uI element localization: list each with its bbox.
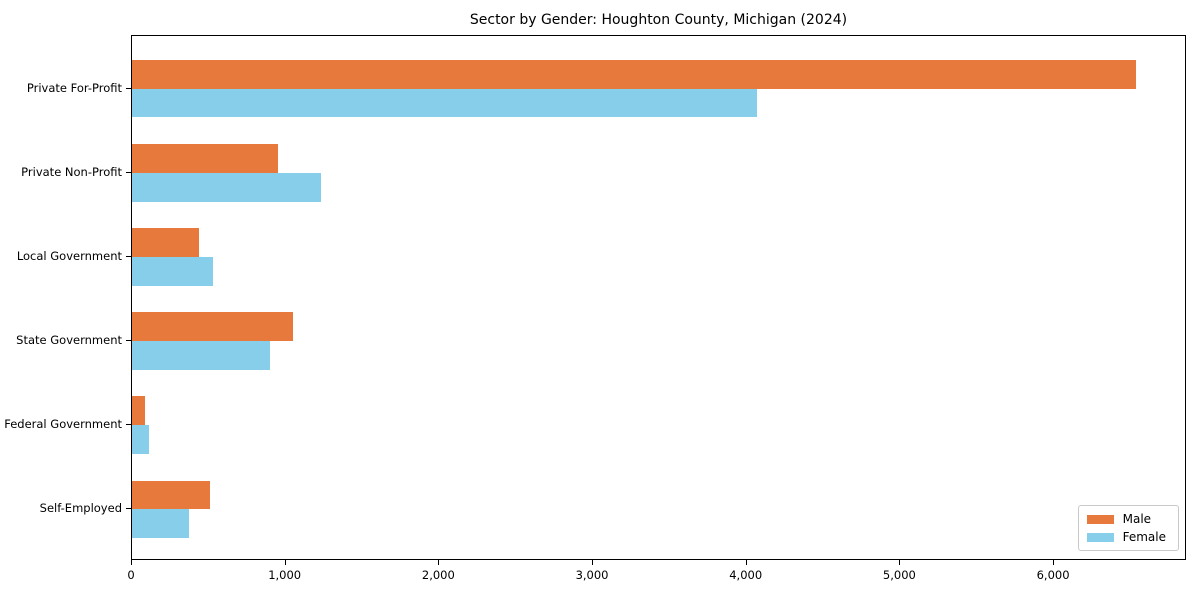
chart-title: Sector by Gender: Houghton County, Michi…: [469, 12, 848, 28]
x-axis-tick-label: 0: [127, 568, 135, 582]
bar-male-local-government: [132, 228, 199, 257]
x-axis-tick-label: 5,000: [882, 568, 916, 582]
bar-female-private-non-profit: [132, 172, 322, 202]
bar-male-state-government: [132, 312, 294, 342]
y-axis-tick: [126, 424, 131, 426]
x-axis-tick: [745, 560, 747, 565]
y-axis-tick: [126, 255, 131, 257]
bar-female-private-for-profit: [132, 88, 758, 118]
x-axis-tick-label: 6,000: [1036, 568, 1070, 582]
x-axis-tick: [284, 560, 286, 565]
bar-male-private-non-profit: [132, 144, 278, 173]
plot-area: Male Female: [131, 35, 1186, 560]
y-axis-label-federal-government: Federal Government: [4, 417, 122, 432]
x-axis-tick: [131, 560, 132, 565]
x-axis-tick: [438, 560, 440, 565]
legend-entry-female: Female: [1086, 530, 1166, 544]
y-axis-label-private-non-profit: Private Non-Profit: [21, 164, 122, 179]
y-axis-tick: [126, 340, 131, 342]
bar-male-private-for-profit: [132, 59, 1136, 89]
legend-swatch-male: [1086, 514, 1114, 524]
bar-female-local-government: [132, 256, 214, 286]
bar-male-self-employed: [132, 480, 211, 510]
bar-male-federal-government: [132, 396, 146, 426]
y-axis-tick: [126, 508, 131, 510]
x-axis-tick: [592, 560, 594, 565]
legend-label-female: Female: [1122, 530, 1166, 544]
x-axis-tick-label: 1,000: [268, 568, 302, 582]
x-axis-tick-label: 4,000: [729, 568, 763, 582]
y-axis-label-state-government: State Government: [16, 333, 122, 348]
bar-female-self-employed: [132, 509, 189, 539]
x-axis-tick: [1053, 560, 1055, 565]
y-axis-tick: [126, 171, 131, 173]
x-axis-tick-label: 3,000: [575, 568, 609, 582]
y-axis-label-self-employed: Self-Employed: [39, 501, 122, 516]
y-axis-label-local-government: Local Government: [16, 248, 122, 263]
legend-swatch-female: [1086, 532, 1114, 542]
x-axis-tick: [899, 560, 901, 565]
legend-entry-male: Male: [1086, 512, 1166, 526]
x-axis-tick-label: 2,000: [421, 568, 455, 582]
legend: Male Female: [1077, 505, 1179, 551]
legend-label-male: Male: [1122, 512, 1152, 526]
bar-female-federal-government: [132, 425, 149, 454]
y-axis-label-private-for-profit: Private For-Profit: [26, 80, 122, 95]
bar-female-state-government: [132, 341, 270, 370]
y-axis-tick: [126, 87, 131, 89]
